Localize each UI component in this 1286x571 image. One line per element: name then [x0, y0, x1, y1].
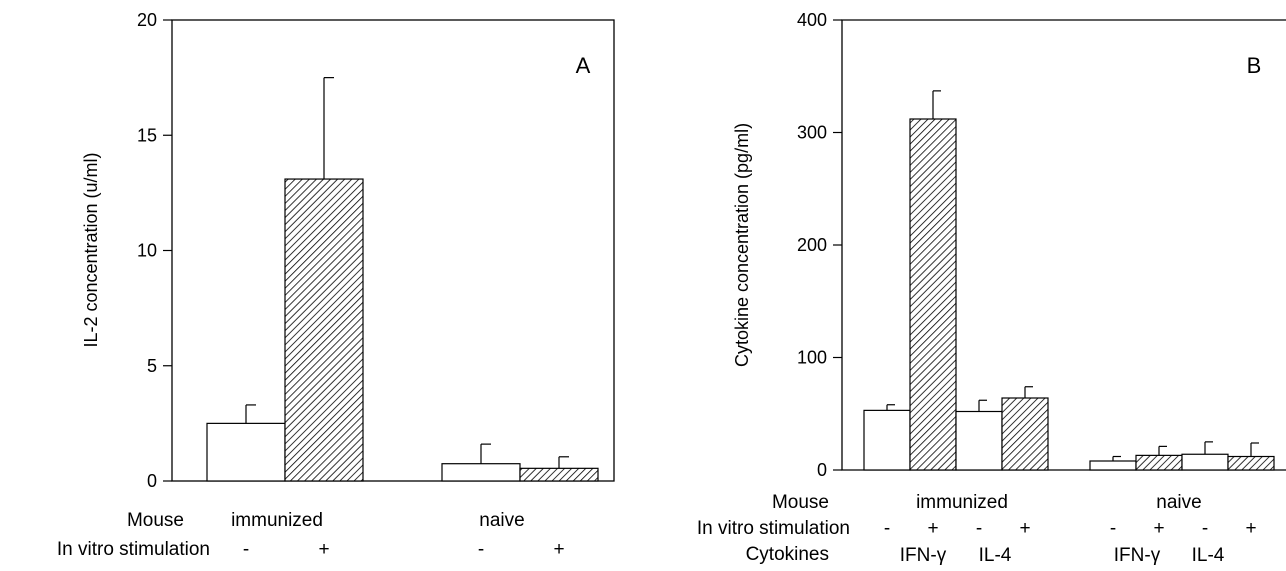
panel-b-bar	[1227, 455, 1275, 471]
panel-b-stimulation-symbol: +	[1245, 518, 1256, 539]
panel-a-stimulation-symbol: -	[243, 539, 249, 560]
panel-a-group-naive-label: naive	[479, 510, 524, 531]
panel-a-letter: A	[576, 53, 591, 78]
panel-a-ytick-label: 0	[147, 471, 157, 491]
panel-b-ytick-label: 100	[797, 348, 827, 368]
panel-b-frame	[841, 19, 1286, 471]
panel-b-ytick-label: 0	[817, 460, 827, 480]
panel-b-bar	[863, 409, 911, 471]
panel-b-cytokine-label: IL-4	[1192, 545, 1225, 566]
panel-b-letter: B	[1247, 53, 1262, 78]
panel-a-ytick-label: 20	[137, 10, 157, 30]
panel-b-bar	[955, 410, 1003, 471]
panel-b: B Cytokine concentration (pg/ml) 0 100 200…	[697, 10, 1286, 566]
panel-b-stimulation-symbol: +	[1019, 518, 1030, 539]
panel-b-stimulation-symbol: +	[1153, 518, 1164, 539]
panel-b-stimulation-symbol: -	[884, 518, 890, 539]
panel-b-stimulation-symbol: -	[976, 518, 982, 539]
panel-b-stimulation-symbol: +	[927, 518, 938, 539]
panel-a-bar	[441, 463, 521, 482]
panel-a-row-mouse-label: Mouse	[127, 510, 184, 531]
panel-b-bar	[909, 118, 957, 471]
panel-b-ylabel: Cytokine concentration (pg/ml)	[732, 123, 752, 367]
panel-b-group-naive-label: naive	[1156, 492, 1201, 513]
panel-b-stimulation-symbol: -	[1202, 518, 1208, 539]
panel-b-bar	[1089, 460, 1137, 471]
panel-a-stimulation-symbol: -	[478, 539, 484, 560]
panel-b-group-immunized-label: immunized	[916, 492, 1008, 513]
panel-a-ytick-label: 10	[137, 241, 157, 261]
panel-a-frame	[171, 19, 615, 482]
panel-a-bar	[519, 467, 599, 482]
panel-a-ytick-label: 15	[137, 125, 157, 145]
panel-b-ytick-label: 200	[797, 235, 827, 255]
panel-b-bar	[1135, 454, 1183, 471]
panel-a-bar	[206, 422, 286, 482]
panel-b-row-cytokines-label: Cytokines	[746, 544, 829, 565]
panel-a-bar	[284, 178, 364, 482]
panel-b-ytick-label: 300	[797, 123, 827, 143]
panel-b-cytokine-label: IFN-γ	[1114, 545, 1161, 566]
panel-b-bar	[1181, 453, 1229, 471]
panel-b-stimulation-symbol: -	[1110, 518, 1116, 539]
panel-b-ytick-label: 400	[797, 10, 827, 30]
panel-a-stimulation-symbol: +	[318, 539, 329, 560]
panel-b-row-mouse-label: Mouse	[772, 492, 829, 513]
panel-a-ytick-label: 5	[147, 356, 157, 376]
panel-b-row-stimulation-label: In vitro stimulation	[697, 518, 850, 539]
panel-a-group-immunized-label: immunized	[231, 510, 323, 531]
panel-b-cytokine-label: IL-4	[979, 545, 1012, 566]
panel-b-cytokine-label: IFN-γ	[900, 545, 947, 566]
panel-b-bar	[1001, 397, 1049, 471]
panel-a-row-stimulation-label: In vitro stimulation	[57, 539, 210, 560]
panel-a-stimulation-symbol: +	[553, 539, 564, 560]
panel-a: A IL-2 concentration (u/ml) 0 5 10 15 20 Mou…	[57, 10, 615, 560]
panel-a-ylabel: IL-2 concentration (u/ml)	[81, 152, 101, 347]
